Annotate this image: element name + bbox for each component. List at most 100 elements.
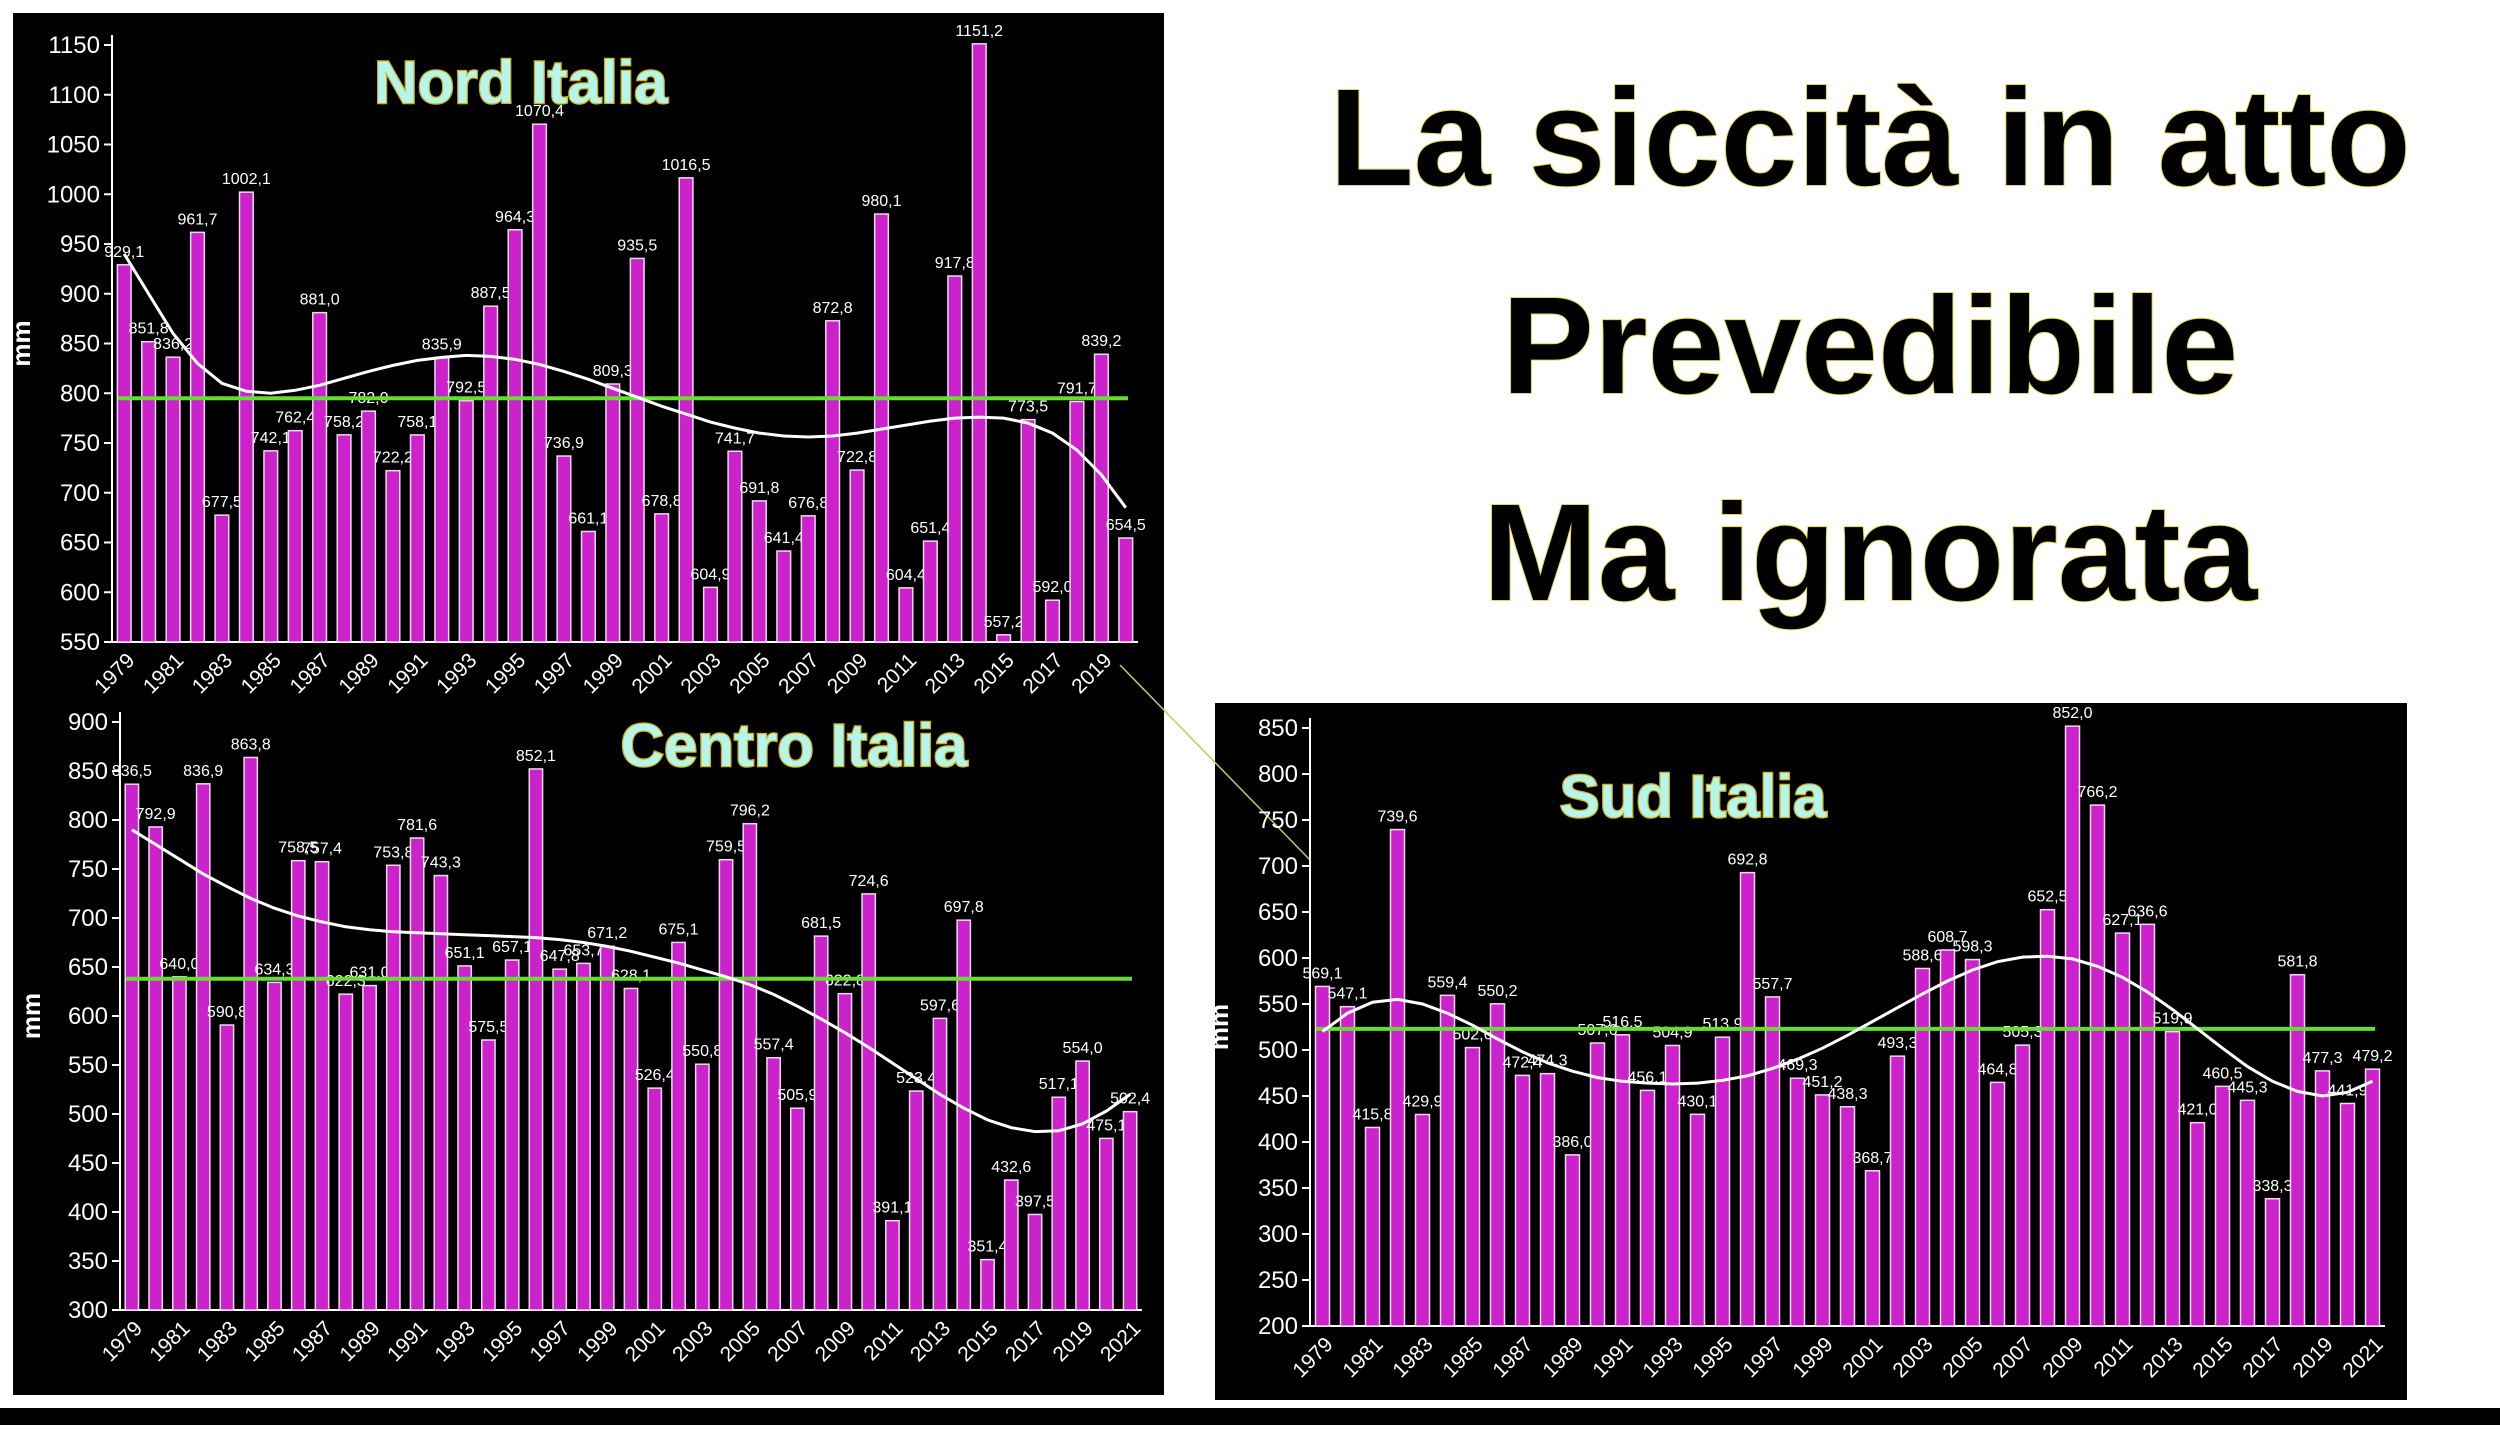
bar [148,826,164,1311]
value-label: 598,3 [1952,939,1992,956]
bar [996,634,1012,643]
value-label: 792,9 [136,806,176,823]
bar [2064,725,2081,1327]
bar [1027,1213,1043,1311]
value-label: 651,1 [445,945,485,962]
value-label: 338,3 [2252,1178,2292,1195]
value-label: 742,1 [251,430,291,447]
bar [1464,1046,1481,1327]
chart-title: Sud Italia [1560,763,1827,830]
bar [908,1090,924,1311]
value-label: 835,9 [422,337,462,354]
value-label: 557,4 [754,1037,794,1054]
value-label: 881,0 [300,292,340,309]
value-label: 519,9 [2152,1011,2192,1028]
y-tick-label: 850 [1258,715,1298,742]
y-tick-label: 300 [68,1297,108,1324]
value-label: 604,4 [886,567,926,584]
value-label: 493,3 [1877,1035,1917,1052]
value-label: 675,1 [659,921,699,938]
bar [2364,1068,2381,1327]
bar [531,123,548,643]
trend-line [122,253,1128,509]
value-label: 590,8 [207,1004,247,1021]
y-tick-label: 650 [68,954,108,981]
value-label: 781,6 [397,817,437,834]
bar [219,1024,235,1311]
bar [1889,1055,1906,1327]
y-tick-label: 350 [1258,1175,1298,1202]
bar [189,231,206,643]
value-label: 604,9 [690,566,730,583]
value-label: 736,9 [544,435,584,452]
y-axis-label: mm [16,993,46,1039]
chart-title: Centro Italia [621,712,968,779]
bar [385,864,401,1311]
value-label: 415,8 [1352,1106,1392,1123]
value-label: 597,6 [920,997,960,1014]
bar [800,515,816,643]
y-tick-label: 1000 [47,181,100,208]
value-label: 839,2 [1081,333,1121,350]
bar [789,1107,805,1311]
y-tick-label: 900 [60,281,100,308]
value-label: 1151,2 [955,23,1003,40]
value-label: 547,1 [1327,986,1367,1003]
y-tick-label: 1050 [47,132,100,159]
y-tick-label: 350 [68,1248,108,1275]
value-label: 516,5 [1602,1014,1642,1031]
bar [576,962,591,1311]
value-label: 479,2 [2352,1048,2392,1065]
value-label: 592,0 [1032,579,1072,596]
value-label: 351,4 [967,1239,1007,1256]
bar [458,399,474,643]
bar [861,893,877,1311]
y-tick-label: 750 [60,430,100,457]
bar [1003,1179,1019,1311]
bar [1314,985,1331,1327]
value-label: 475,1 [1086,1117,1126,1134]
bar [556,455,572,643]
value-label: 472,4 [1502,1054,1542,1071]
value-label: 836,2 [153,336,193,353]
bar [1389,828,1406,1327]
bar [947,275,963,643]
value-label: 759,5 [706,839,746,856]
bar [504,959,520,1311]
value-label: 692,8 [1727,852,1767,869]
value-label: 809,3 [593,363,633,380]
bar [1489,1003,1506,1327]
bar [671,941,686,1311]
heading-line: La siccità in atto [1329,61,2410,215]
y-tick-label: 650 [1258,899,1298,926]
value-label: 559,4 [1427,974,1467,991]
bar [678,177,694,643]
bar [647,1087,663,1311]
bar [956,919,972,1311]
value-label: 758,2 [324,414,364,431]
value-label: 652,5 [2027,889,2067,906]
value-label: 1016,5 [662,157,711,174]
bar [776,550,792,643]
value-label: 872,8 [813,300,853,317]
value-label: 724,6 [849,873,889,890]
bar [124,783,140,1311]
bar [1614,1034,1631,1327]
bar [267,981,282,1311]
value-label: 391,1 [872,1200,912,1217]
value-label: 1070,4 [515,103,564,120]
value-label: 451,2 [1802,1074,1842,1091]
bar [336,434,352,643]
bar [1539,1072,1556,1327]
value-label: 640,0 [159,956,199,973]
y-tick-label: 250 [1258,1267,1298,1294]
bar [742,822,758,1311]
bar [1714,1036,1731,1327]
bar [1044,599,1061,643]
bar [1051,1096,1067,1311]
y-tick-label: 700 [1258,853,1298,880]
bar [1764,996,1781,1327]
value-label: 762,4 [275,410,315,427]
value-label: 432,6 [991,1159,1031,1176]
value-label: 671,2 [587,925,627,942]
